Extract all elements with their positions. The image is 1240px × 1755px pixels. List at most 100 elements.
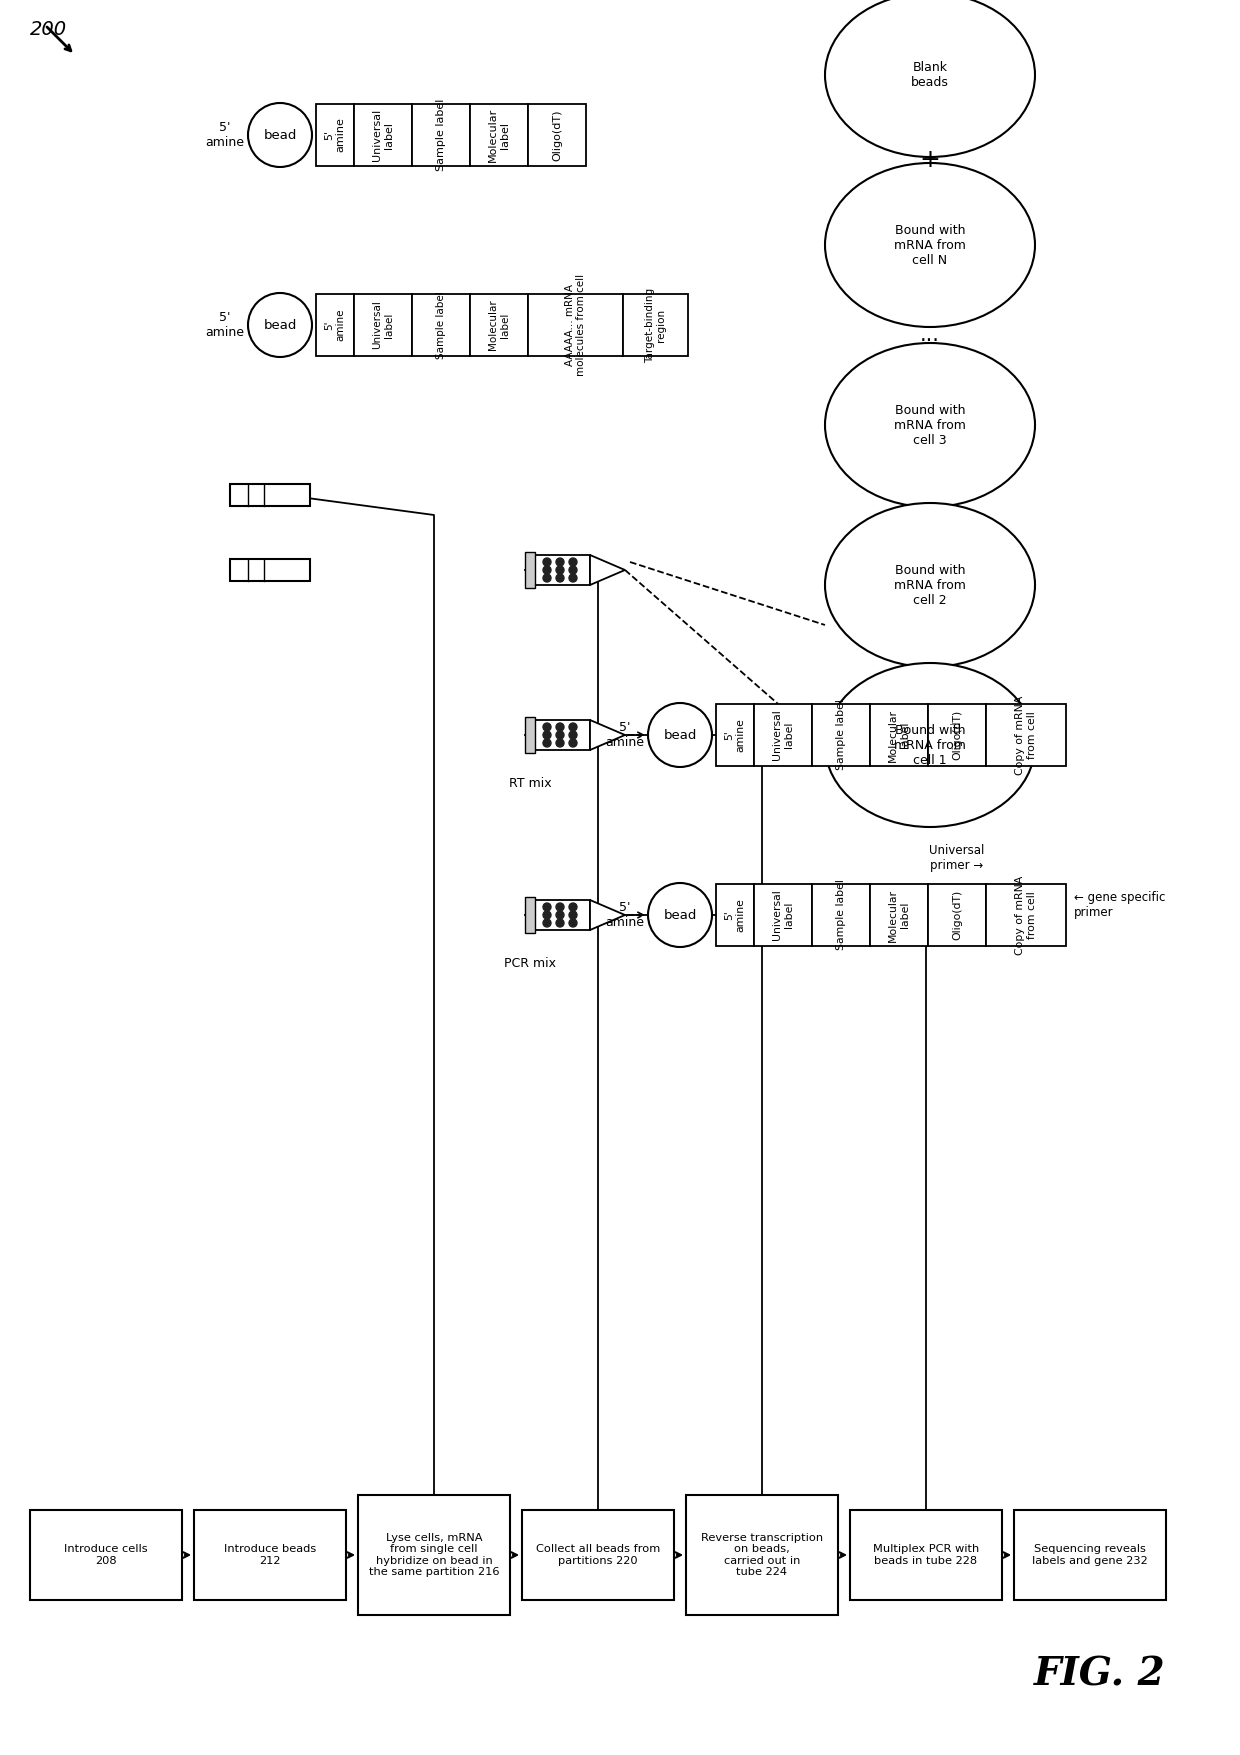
- Text: Bound with
mRNA from
cell N: Bound with mRNA from cell N: [894, 223, 966, 267]
- Text: Blank
beads: Blank beads: [911, 61, 949, 90]
- Text: +: +: [920, 147, 940, 172]
- Circle shape: [248, 293, 312, 356]
- Circle shape: [649, 704, 712, 767]
- Circle shape: [248, 104, 312, 167]
- Circle shape: [543, 558, 551, 567]
- Bar: [316, 104, 353, 167]
- Bar: [229, 560, 310, 581]
- Text: Introduce beads
212: Introduce beads 212: [224, 1544, 316, 1565]
- Ellipse shape: [825, 504, 1035, 667]
- Bar: [928, 704, 986, 765]
- Text: Oligo(dT): Oligo(dT): [952, 890, 962, 941]
- Polygon shape: [590, 720, 625, 749]
- Bar: [715, 885, 754, 946]
- Bar: [30, 1509, 182, 1601]
- Bar: [412, 295, 470, 356]
- Bar: [812, 885, 870, 946]
- Bar: [849, 1509, 1002, 1601]
- Text: Copy of mRNA
from cell: Copy of mRNA from cell: [1016, 695, 1037, 774]
- Text: 5'
amine: 5' amine: [324, 309, 346, 340]
- Bar: [353, 104, 412, 167]
- Text: Molecular
label: Molecular label: [888, 709, 910, 762]
- Text: 200: 200: [30, 19, 67, 39]
- Circle shape: [569, 574, 577, 583]
- Text: 5'
amine: 5' amine: [724, 718, 745, 751]
- Text: bead: bead: [263, 128, 296, 142]
- Text: 5'
amine: 5' amine: [205, 121, 244, 149]
- Circle shape: [543, 904, 551, 911]
- Bar: [412, 104, 470, 167]
- Polygon shape: [590, 555, 625, 584]
- Text: bead: bead: [663, 909, 697, 921]
- Bar: [754, 704, 812, 765]
- Text: Introduce cells
208: Introduce cells 208: [64, 1544, 148, 1565]
- Circle shape: [543, 567, 551, 574]
- Text: Reverse transcription
on beads,
carried out in
tube 224: Reverse transcription on beads, carried …: [701, 1532, 823, 1578]
- Ellipse shape: [825, 663, 1035, 827]
- Bar: [812, 704, 870, 765]
- Text: Sample label: Sample label: [436, 98, 446, 172]
- Bar: [528, 104, 587, 167]
- Text: Sequencing reveals
labels and gene 232: Sequencing reveals labels and gene 232: [1032, 1544, 1148, 1565]
- Bar: [715, 704, 754, 765]
- Bar: [229, 484, 310, 505]
- Text: ...: ...: [920, 325, 940, 346]
- Bar: [986, 885, 1066, 946]
- Text: bead: bead: [663, 728, 697, 742]
- Bar: [754, 885, 812, 946]
- Bar: [358, 1495, 510, 1615]
- Circle shape: [556, 723, 564, 732]
- Text: 5'
amine: 5' amine: [324, 118, 346, 153]
- Text: Collect all beads from
partitions 220: Collect all beads from partitions 220: [536, 1544, 660, 1565]
- Circle shape: [543, 723, 551, 732]
- Bar: [686, 1495, 838, 1615]
- Circle shape: [543, 739, 551, 748]
- Circle shape: [569, 567, 577, 574]
- Bar: [525, 897, 534, 934]
- Text: Bound with
mRNA from
cell 2: Bound with mRNA from cell 2: [894, 563, 966, 607]
- Text: 5'
amine: 5' amine: [205, 311, 244, 339]
- Text: Universal
label: Universal label: [773, 890, 794, 941]
- Text: bead: bead: [263, 318, 296, 332]
- Circle shape: [569, 558, 577, 567]
- Bar: [534, 720, 590, 749]
- Bar: [870, 704, 928, 765]
- Text: Sample label: Sample label: [836, 700, 846, 770]
- Text: Lyse cells, mRNA
from single cell
hybridize on bead in
the same partition 216: Lyse cells, mRNA from single cell hybrid…: [368, 1532, 500, 1578]
- Text: Molecular
label: Molecular label: [489, 107, 510, 161]
- Bar: [928, 885, 986, 946]
- Bar: [1014, 1509, 1166, 1601]
- Circle shape: [556, 911, 564, 920]
- Ellipse shape: [825, 163, 1035, 326]
- Text: Target-binding
region: Target-binding region: [645, 288, 666, 363]
- Text: AAAAA... mRNA
molecules from cell: AAAAA... mRNA molecules from cell: [564, 274, 587, 376]
- Circle shape: [649, 883, 712, 948]
- Circle shape: [556, 567, 564, 574]
- Circle shape: [543, 920, 551, 927]
- Bar: [470, 295, 528, 356]
- Text: Oligo(dT): Oligo(dT): [952, 709, 962, 760]
- Bar: [353, 295, 412, 356]
- Polygon shape: [590, 900, 625, 930]
- Text: PCR mix: PCR mix: [503, 956, 556, 969]
- Circle shape: [569, 723, 577, 732]
- Bar: [525, 553, 534, 588]
- Bar: [534, 900, 590, 930]
- Circle shape: [543, 574, 551, 583]
- Text: Universal
label: Universal label: [372, 109, 394, 161]
- Text: Universal
primer →: Universal primer →: [929, 844, 985, 872]
- Circle shape: [556, 732, 564, 739]
- Circle shape: [556, 920, 564, 927]
- Ellipse shape: [825, 0, 1035, 156]
- Text: 5'
amine: 5' amine: [605, 900, 644, 928]
- Circle shape: [569, 732, 577, 739]
- Text: FIG. 2: FIG. 2: [1034, 1657, 1166, 1694]
- Circle shape: [569, 739, 577, 748]
- Circle shape: [543, 732, 551, 739]
- Bar: [622, 295, 688, 356]
- Circle shape: [556, 739, 564, 748]
- Text: 5'
amine: 5' amine: [724, 899, 745, 932]
- Bar: [470, 104, 528, 167]
- Text: Universal
label: Universal label: [372, 300, 394, 349]
- Circle shape: [543, 911, 551, 920]
